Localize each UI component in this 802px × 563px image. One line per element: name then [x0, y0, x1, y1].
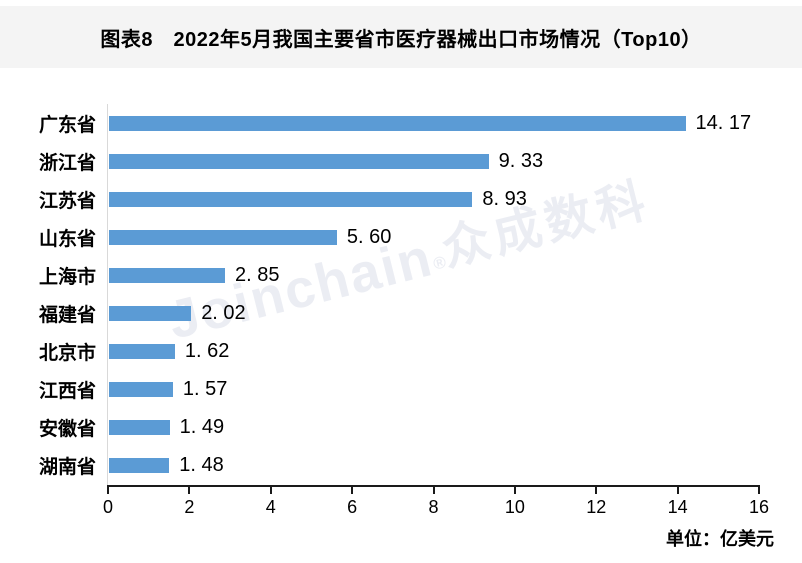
- value-label: 14. 17: [695, 111, 752, 134]
- category-label: 湖南省: [38, 457, 96, 479]
- bar-row: 北京市 1. 62: [0, 333, 760, 371]
- x-tick-label: 0: [102, 497, 114, 517]
- bar-track: 14. 17: [109, 111, 760, 134]
- x-tick-label: 12: [586, 497, 607, 517]
- bar-row: 浙江省 9. 33: [0, 142, 760, 180]
- x-tick-mark: [513, 485, 516, 494]
- x-tick-mark: [351, 485, 354, 494]
- bar-row: 福建省 2. 02: [0, 294, 760, 332]
- bar-row: 江西省 1. 57: [0, 371, 760, 409]
- x-tick-mark: [269, 485, 272, 494]
- bar: [109, 344, 175, 360]
- bar: [109, 306, 192, 322]
- x-tick-mark: [676, 485, 679, 494]
- bar-row: 湖南省 1. 48: [0, 447, 760, 485]
- bar-track: 8. 93: [109, 187, 760, 210]
- category-label: 江苏省: [38, 190, 96, 212]
- x-tick-label: 14: [667, 497, 688, 517]
- chart-title: 图表8 2022年5月我国主要省市医疗器械出口市场情况（Top10）: [100, 28, 702, 51]
- value-label: 1. 49: [179, 416, 225, 439]
- bar-row: 山东省 5. 60: [0, 218, 760, 256]
- category-label: 江西省: [38, 381, 96, 403]
- value-label: 1. 62: [184, 340, 230, 363]
- category-label: 浙江省: [38, 152, 96, 174]
- bar: [109, 382, 173, 398]
- bar: [109, 458, 170, 474]
- chart-title-band: 图表8 2022年5月我国主要省市医疗器械出口市场情况（Top10）: [0, 6, 802, 68]
- category-label: 安徽省: [38, 419, 96, 441]
- bar-track: 9. 33: [109, 149, 760, 172]
- unit-label: 单位：亿美元: [666, 529, 774, 549]
- bar-row: 广东省 14. 17: [0, 104, 760, 142]
- x-tick-mark: [432, 485, 435, 494]
- category-label: 福建省: [38, 305, 96, 327]
- x-tick-mark: [107, 485, 109, 494]
- value-label: 8. 93: [482, 187, 527, 210]
- x-tick-mark: [188, 485, 191, 494]
- x-tick-mark: [758, 485, 760, 494]
- value-label: 9. 33: [498, 149, 544, 172]
- category-label: 北京市: [38, 343, 96, 365]
- category-label: 上海市: [38, 266, 96, 288]
- bar-track: 5. 60: [109, 225, 760, 248]
- category-label: 山东省: [38, 228, 96, 250]
- bar: [109, 191, 473, 207]
- bar-row: 上海市 2. 85: [0, 256, 760, 294]
- bar-track: 1. 49: [109, 416, 760, 439]
- bar-track: 1. 48: [109, 454, 760, 477]
- value-label: 1. 57: [182, 378, 228, 401]
- bar-track: 1. 62: [109, 340, 760, 363]
- value-label: 2. 85: [234, 263, 280, 286]
- x-tick-label: 2: [184, 497, 195, 517]
- bar-row: 安徽省 1. 49: [0, 409, 760, 447]
- x-tick-label: 16: [748, 497, 770, 517]
- bar: [109, 229, 337, 245]
- bar-track: 1. 57: [109, 378, 760, 401]
- x-tick-label: 4: [265, 497, 276, 517]
- x-tick-label: 8: [428, 497, 439, 517]
- x-tick-label: 6: [347, 497, 358, 517]
- value-label: 5. 60: [346, 225, 392, 248]
- x-tick-mark: [595, 485, 598, 494]
- bar: [109, 153, 489, 169]
- bar-track: 2. 02: [109, 302, 760, 325]
- bar: [109, 115, 686, 131]
- value-label: 2. 02: [201, 302, 246, 325]
- bar-rows: 广东省 14. 17 浙江省 9. 33 江苏省 8. 93 山东省 5. 60 上海市 2. 8…: [0, 104, 760, 485]
- x-tick-label: 10: [504, 497, 525, 517]
- value-label: 1. 48: [179, 454, 224, 477]
- bar: [109, 267, 225, 283]
- bar: [109, 420, 170, 436]
- category-label: 广东省: [38, 114, 96, 136]
- category-axis-line: [107, 104, 108, 485]
- bar-track: 2. 85: [109, 263, 760, 286]
- bar-row: 江苏省 8. 93: [0, 180, 760, 218]
